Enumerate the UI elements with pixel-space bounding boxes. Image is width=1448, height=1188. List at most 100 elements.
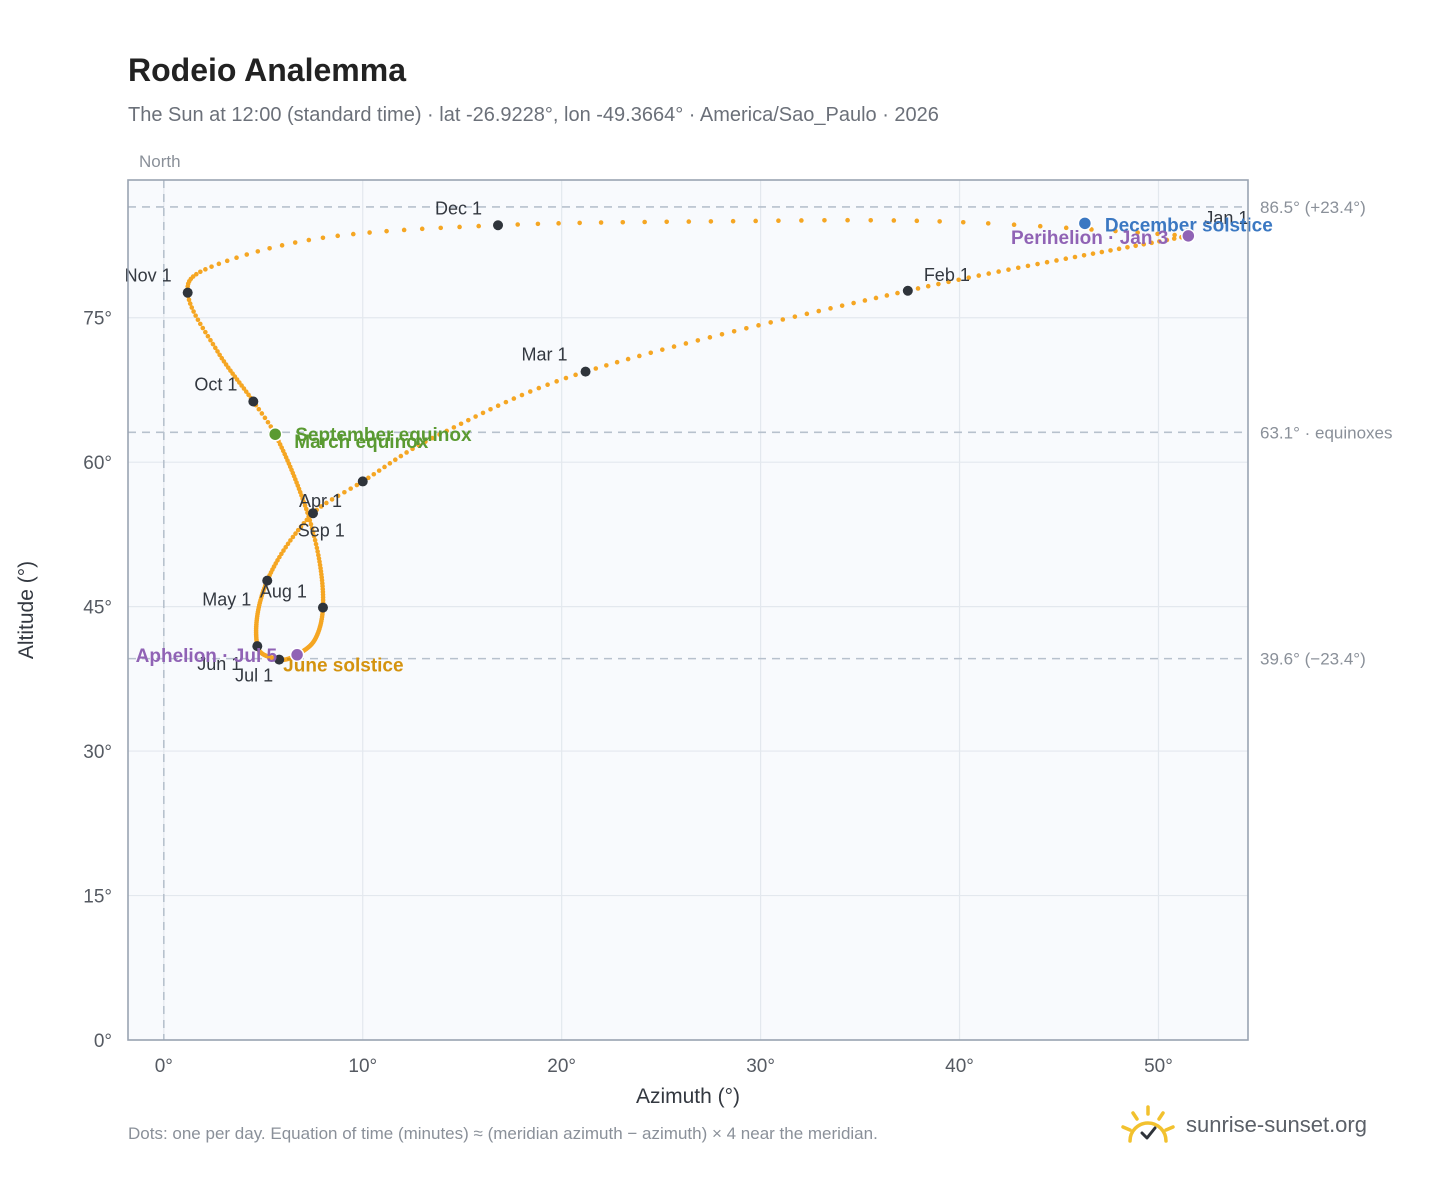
reference-line-label: 63.1° · equinoxes — [1260, 423, 1393, 442]
daily-dot — [187, 301, 193, 306]
daily-dot — [423, 439, 428, 444]
daily-dot — [503, 399, 509, 405]
month-marker-dot — [308, 508, 319, 519]
daily-dot — [1135, 230, 1140, 235]
daily-dot — [1116, 246, 1122, 252]
daily-dot — [862, 298, 868, 303]
daily-dot — [1149, 240, 1154, 246]
daily-dot — [1037, 223, 1043, 229]
daily-dot — [1099, 249, 1105, 255]
daily-dot — [476, 223, 481, 229]
x-tick-label: 10° — [348, 1056, 377, 1077]
daily-dot — [285, 541, 291, 547]
daily-dot — [444, 428, 450, 434]
daily-dot — [203, 267, 208, 272]
daily-dot — [473, 414, 478, 419]
month-marker-dot — [317, 602, 328, 613]
event-marker-dot — [1077, 216, 1093, 231]
daily-dot — [215, 349, 220, 354]
daily-dot — [208, 337, 213, 343]
daily-dot — [367, 230, 372, 235]
plot-area — [128, 180, 1248, 1040]
daily-dot — [279, 243, 285, 248]
daily-dot — [1015, 265, 1021, 271]
daily-dot — [1089, 227, 1094, 232]
daily-dot — [480, 410, 486, 416]
daily-dot — [895, 290, 900, 296]
daily-dot — [573, 372, 578, 378]
daily-dot — [311, 533, 317, 539]
daily-dot — [410, 446, 415, 452]
daily-dot — [511, 396, 517, 401]
daily-dot — [753, 218, 758, 224]
month-marker-dot — [902, 285, 913, 296]
daily-dot — [1006, 267, 1011, 272]
daily-dot — [416, 442, 422, 448]
daily-dot — [577, 220, 582, 226]
daily-dot — [873, 295, 879, 301]
daily-dot — [209, 264, 214, 269]
x-axis-label: Azimuth (°) — [636, 1085, 740, 1108]
daily-dot — [314, 545, 320, 551]
meridian-label: North — [139, 152, 181, 171]
daily-dot — [335, 493, 341, 499]
daily-dot — [563, 375, 569, 381]
daily-dot — [851, 300, 856, 306]
daily-dot — [293, 531, 298, 536]
daily-dot — [195, 317, 201, 323]
daily-dot — [804, 311, 810, 317]
daily-dot — [536, 385, 542, 391]
daily-dot — [1113, 228, 1118, 234]
daily-dot — [387, 461, 393, 466]
daily-dot — [527, 389, 533, 394]
daily-dot — [946, 279, 951, 285]
daily-dot — [354, 482, 360, 488]
daily-dot — [382, 464, 387, 470]
daily-dot — [329, 497, 335, 502]
daily-dot — [350, 231, 356, 237]
daily-dot — [295, 527, 301, 533]
month-marker-label: Dec 1 — [435, 198, 482, 218]
daily-dot — [708, 219, 714, 224]
daily-dot — [342, 489, 347, 495]
daily-dot — [348, 486, 353, 491]
daily-dot — [283, 544, 289, 550]
footnote: Dots: one per day. Equation of time (min… — [128, 1124, 878, 1143]
daily-dot — [219, 355, 225, 361]
daily-dot — [200, 325, 206, 331]
daily-dot — [799, 218, 804, 223]
brand[interactable]: sunrise-sunset.org — [1120, 1100, 1367, 1150]
daily-dot — [756, 323, 761, 328]
daily-dot — [976, 273, 982, 278]
daily-dot — [259, 411, 265, 416]
daily-dot — [683, 341, 689, 346]
daily-dot — [316, 552, 321, 558]
daily-dot — [936, 281, 941, 287]
daily-dot — [306, 237, 312, 243]
daily-dot — [310, 529, 316, 535]
daily-dot — [221, 359, 227, 364]
daily-dot — [937, 219, 942, 224]
daily-dot — [731, 328, 737, 334]
daily-dot — [267, 245, 272, 251]
brand-name: sunrise-sunset.org — [1186, 1112, 1367, 1137]
daily-dot — [556, 221, 561, 226]
daily-dot — [466, 417, 471, 423]
daily-dot — [205, 333, 211, 339]
daily-dot — [660, 347, 665, 352]
y-axis-label: Altitude (°) — [15, 561, 38, 659]
daily-dot — [1063, 225, 1069, 231]
event-marker-dot — [1181, 228, 1196, 244]
daily-dot — [437, 432, 442, 437]
month-marker-dot — [580, 366, 591, 377]
daily-dot — [1164, 237, 1170, 243]
y-tick-label: 30° — [83, 742, 112, 763]
daily-dot — [598, 220, 604, 225]
daily-dot — [384, 228, 389, 234]
daily-dot — [1133, 243, 1138, 249]
month-marker-dot — [493, 220, 504, 231]
daily-dot — [318, 504, 324, 509]
daily-dot — [1172, 232, 1177, 238]
